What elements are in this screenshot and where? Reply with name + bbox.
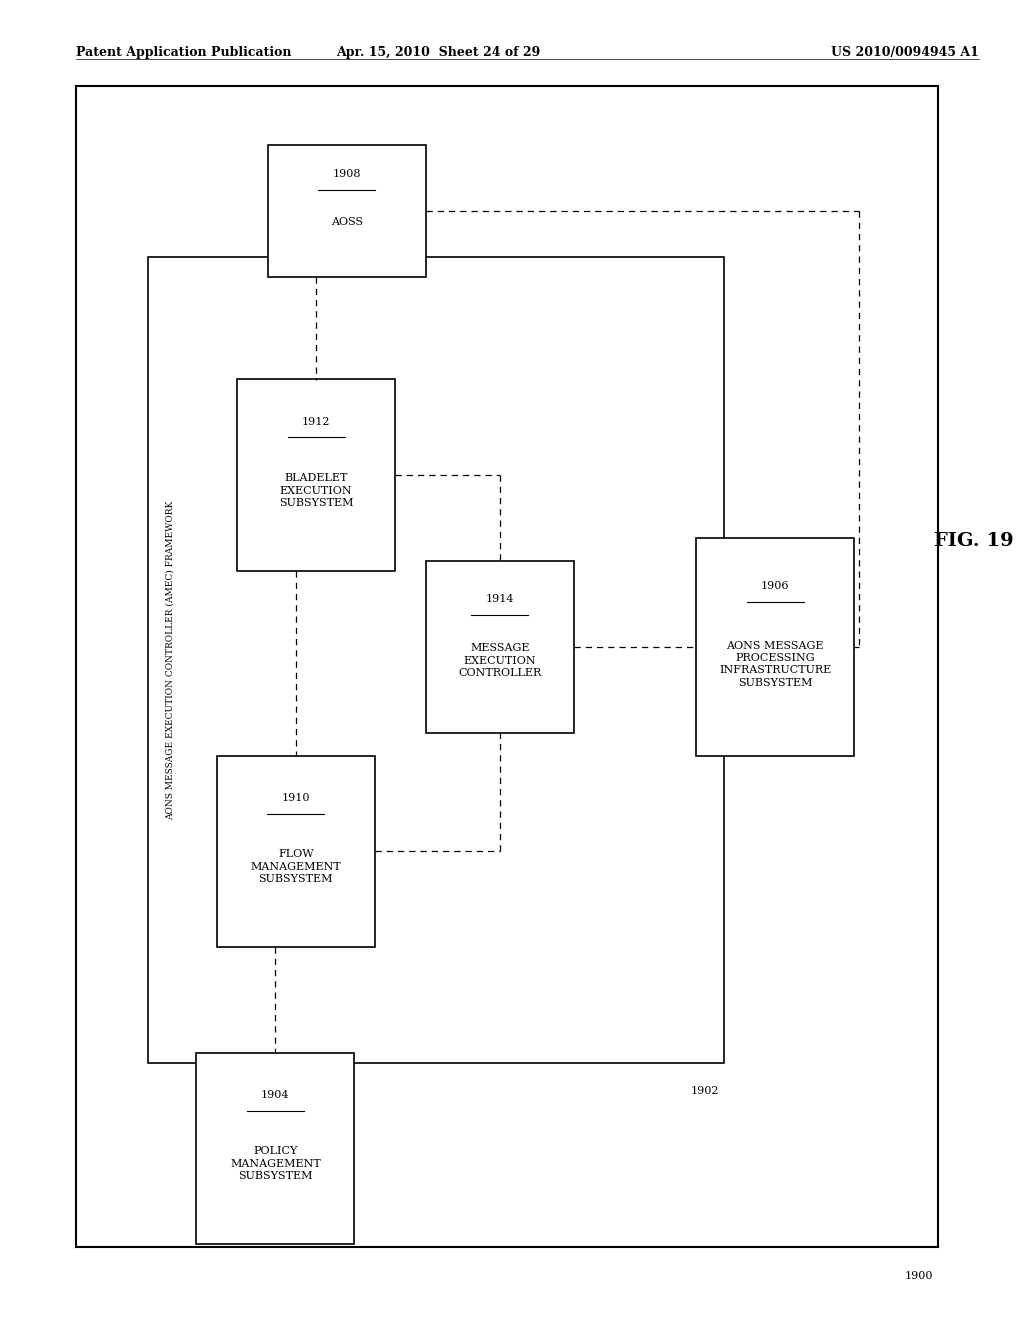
Bar: [197, 1053, 354, 1243]
Text: FIG. 19: FIG. 19: [934, 532, 1014, 550]
Text: POLICY
MANAGEMENT
SUBSYSTEM: POLICY MANAGEMENT SUBSYSTEM: [230, 1146, 321, 1181]
Text: 1902: 1902: [690, 1086, 719, 1097]
Bar: [147, 257, 724, 1063]
Text: 1910: 1910: [282, 793, 310, 803]
Text: BLADELET
EXECUTION
SUBSYSTEM: BLADELET EXECUTION SUBSYSTEM: [279, 473, 353, 508]
Text: AOSS: AOSS: [331, 216, 362, 227]
Text: AONS MESSAGE
PROCESSING
INFRASTRUCTURE
SUBSYSTEM: AONS MESSAGE PROCESSING INFRASTRUCTURE S…: [719, 640, 831, 688]
Bar: [426, 561, 573, 733]
Text: 1912: 1912: [302, 417, 331, 426]
Bar: [696, 539, 854, 755]
Bar: [267, 145, 426, 277]
Text: 1904: 1904: [261, 1090, 290, 1100]
Text: US 2010/0094945 A1: US 2010/0094945 A1: [831, 46, 979, 59]
Text: Apr. 15, 2010  Sheet 24 of 29: Apr. 15, 2010 Sheet 24 of 29: [337, 46, 541, 59]
Bar: [217, 755, 375, 948]
Text: AONS MESSAGE EXECUTION CONTROLLER (AMEC) FRAMEWORK: AONS MESSAGE EXECUTION CONTROLLER (AMEC)…: [166, 500, 175, 820]
Text: FLOW
MANAGEMENT
SUBSYSTEM: FLOW MANAGEMENT SUBSYSTEM: [251, 849, 341, 884]
Bar: [238, 380, 395, 570]
Text: 1908: 1908: [333, 169, 361, 180]
Text: Patent Application Publication: Patent Application Publication: [77, 46, 292, 59]
Bar: [77, 86, 938, 1247]
Text: 1914: 1914: [485, 594, 514, 603]
Text: MESSAGE
EXECUTION
CONTROLLER: MESSAGE EXECUTION CONTROLLER: [458, 643, 542, 678]
Text: 1906: 1906: [761, 581, 790, 591]
Text: 1900: 1900: [905, 1271, 933, 1282]
